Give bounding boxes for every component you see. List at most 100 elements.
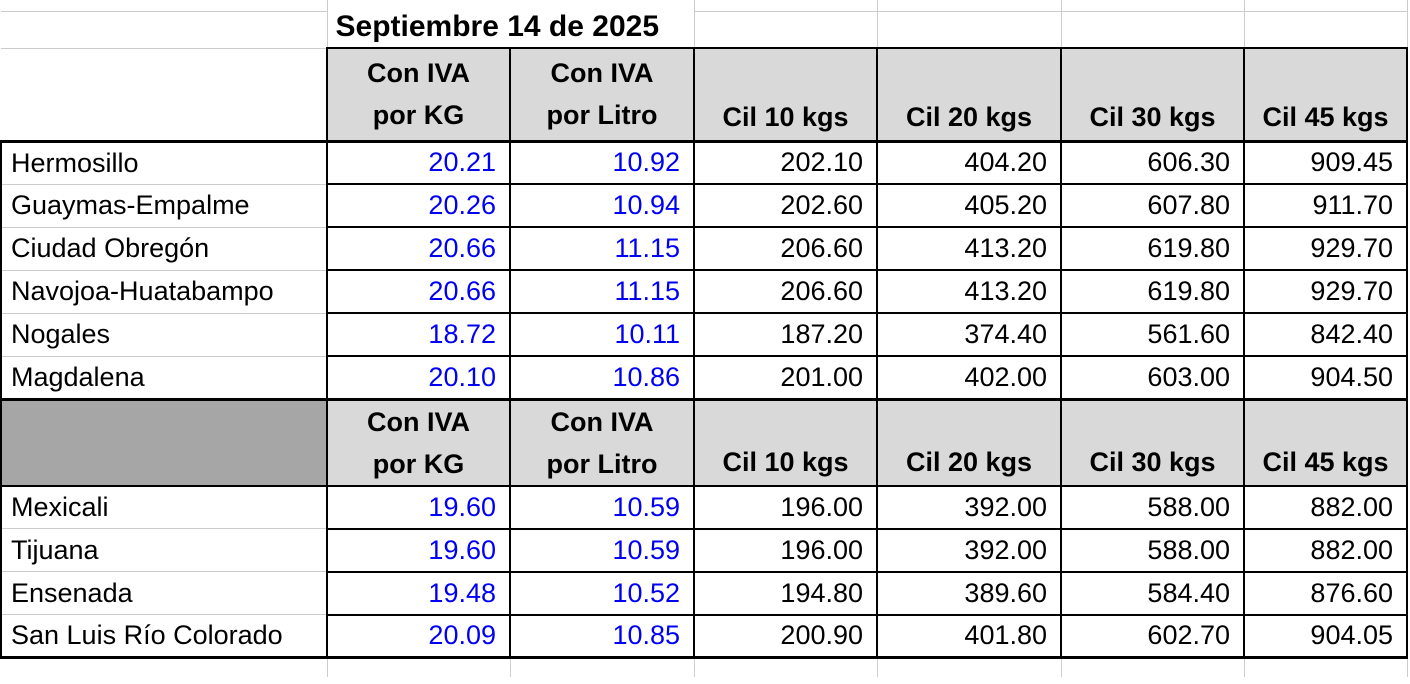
cell-iva-litro[interactable]: 10.92	[508, 140, 696, 185]
cell-cil-20[interactable]: 413.20	[876, 269, 1063, 314]
cell-cil-20[interactable]: 402.00	[876, 355, 1063, 400]
cell-iva-kg[interactable]: 20.10	[326, 355, 511, 400]
header-cil-20[interactable]: Cil 20 kgs	[876, 397, 1063, 487]
header-line: por KG	[372, 100, 465, 131]
cell-cil-20[interactable]: 401.80	[876, 613, 1063, 659]
cell-cil-30[interactable]: 606.30	[1060, 140, 1246, 185]
header-cil-10[interactable]: Cil 10 kgs	[693, 397, 879, 487]
cell-cil-10[interactable]: 200.90	[693, 613, 879, 659]
table-row-navojoa-huatabampo: Navojoa-Huatabampo 20.66 11.15 206.60 41…	[0, 269, 1409, 314]
cell-cil-30[interactable]: 607.80	[1060, 183, 1246, 228]
header-cil-45[interactable]: Cil 45 kgs	[1243, 47, 1409, 143]
cell-cil-10[interactable]: 206.60	[693, 226, 879, 271]
cell-iva-kg[interactable]: 19.60	[326, 484, 511, 530]
header-line: por Litro	[546, 448, 658, 479]
empty-cell	[1, 11, 328, 49]
cell-cil-45[interactable]: 876.60	[1243, 570, 1409, 616]
cell-cil-45[interactable]: 911.70	[1243, 183, 1409, 228]
cell-iva-kg[interactable]: 20.09	[326, 613, 511, 659]
cell-iva-kg[interactable]: 20.66	[326, 269, 511, 314]
cell-cil-10[interactable]: 194.80	[693, 570, 879, 616]
header-con-iva-kg[interactable]: Con IVA por KG	[326, 397, 511, 487]
cell-city[interactable]: San Luis Río Colorado	[0, 614, 328, 659]
empty-cell	[1, 0, 328, 12]
cell-cil-10[interactable]: 187.20	[693, 312, 879, 357]
cell-cil-10[interactable]: 201.00	[693, 355, 879, 400]
header-cil-30[interactable]: Cil 30 kgs	[1060, 47, 1246, 143]
cell-cil-20[interactable]: 374.40	[876, 312, 1063, 357]
cell-iva-kg[interactable]: 20.66	[326, 226, 511, 271]
header-cil-45[interactable]: Cil 45 kgs	[1243, 397, 1409, 487]
cell-cil-10[interactable]: 202.10	[693, 140, 879, 185]
cell-iva-kg[interactable]: 19.48	[326, 570, 511, 616]
cell-iva-kg[interactable]: 18.72	[326, 312, 511, 357]
header-con-iva-kg[interactable]: Con IVA por KG	[326, 47, 511, 143]
table-row-magdalena: Magdalena 20.10 10.86 201.00 402.00 603.…	[0, 355, 1409, 400]
cell-iva-litro[interactable]: 10.86	[508, 355, 696, 400]
empty-cell	[1, 657, 328, 677]
cell-cil-45[interactable]: 842.40	[1243, 312, 1409, 357]
header-line: Con IVA	[367, 58, 470, 89]
cell-cil-10[interactable]: 196.00	[693, 484, 879, 530]
cell-cil-45[interactable]: 904.50	[1243, 355, 1409, 400]
cell-cil-45[interactable]: 904.05	[1243, 613, 1409, 659]
cell-cil-20[interactable]: 405.20	[876, 183, 1063, 228]
cell-iva-litro[interactable]: 10.11	[508, 312, 696, 357]
cell-city[interactable]: Ciudad Obregón	[0, 227, 328, 271]
cell-iva-litro[interactable]: 11.15	[508, 269, 696, 314]
cell-cil-10[interactable]: 196.00	[693, 527, 879, 573]
cell-cil-30[interactable]: 588.00	[1060, 484, 1246, 530]
cell-cil-30[interactable]: 561.60	[1060, 312, 1246, 357]
cell-iva-kg[interactable]: 20.21	[326, 140, 511, 185]
header-con-iva-litro[interactable]: Con IVA por Litro	[508, 397, 696, 487]
cell-iva-kg[interactable]: 20.26	[326, 183, 511, 228]
table-row-tijuana: Tijuana 19.60 10.59 196.00 392.00 588.00…	[0, 527, 1409, 573]
cell-date-title[interactable]: Septiembre 14 de 2025	[326, 0, 695, 48]
cell-iva-litro[interactable]: 10.94	[508, 183, 696, 228]
cell-iva-kg[interactable]: 19.60	[326, 527, 511, 573]
cell-iva-litro[interactable]: 11.15	[508, 226, 696, 271]
cell-city[interactable]: Nogales	[0, 313, 328, 357]
cell-city[interactable]: Guaymas-Empalme	[0, 184, 328, 228]
table-row-hermosillo: Hermosillo 20.21 10.92 202.10 404.20 606…	[0, 140, 1409, 185]
cell-city[interactable]: Mexicali	[0, 485, 328, 529]
cell-cil-30[interactable]: 584.40	[1060, 570, 1246, 616]
cell-iva-litro[interactable]: 10.59	[508, 484, 696, 530]
cell-iva-litro[interactable]: 10.59	[508, 527, 696, 573]
header-cil-20[interactable]: Cil 20 kgs	[876, 47, 1063, 143]
cell-iva-litro[interactable]: 10.85	[508, 613, 696, 659]
table-row-mexicali: Mexicali 19.60 10.59 196.00 392.00 588.0…	[0, 484, 1409, 530]
cell-city[interactable]: Navojoa-Huatabampo	[0, 270, 328, 314]
header-line: Con IVA	[367, 406, 470, 437]
header-con-iva-litro[interactable]: Con IVA por Litro	[508, 47, 696, 143]
cell-city[interactable]: Hermosillo	[0, 141, 328, 185]
cell-city[interactable]: Magdalena	[0, 356, 328, 400]
cell-cil-30[interactable]: 602.70	[1060, 613, 1246, 659]
cell-cil-10[interactable]: 202.60	[693, 183, 879, 228]
cell-cil-45[interactable]: 929.70	[1243, 226, 1409, 271]
cell-cil-10[interactable]: 206.60	[693, 269, 879, 314]
header-cil-10[interactable]: Cil 10 kgs	[693, 47, 879, 143]
header-cil-30[interactable]: Cil 30 kgs	[1060, 397, 1246, 487]
cell-cil-30[interactable]: 619.80	[1060, 226, 1246, 271]
cell-cil-45[interactable]: 882.00	[1243, 484, 1409, 530]
cell-cil-20[interactable]: 392.00	[876, 527, 1063, 573]
cell-cil-45[interactable]: 929.70	[1243, 269, 1409, 314]
header-line: Con IVA	[550, 406, 654, 437]
cell-city[interactable]: Tijuana	[0, 528, 328, 572]
cell-cil-20[interactable]: 392.00	[876, 484, 1063, 530]
cell-cil-30[interactable]: 588.00	[1060, 527, 1246, 573]
cell-cil-20[interactable]: 389.60	[876, 570, 1063, 616]
cell-iva-litro[interactable]: 10.52	[508, 570, 696, 616]
table-row-nogales: Nogales 18.72 10.11 187.20 374.40 561.60…	[0, 312, 1409, 357]
cell-city[interactable]: Ensenada	[0, 571, 328, 615]
empty-corner-cell	[1, 48, 327, 143]
cell-cil-30[interactable]: 603.00	[1060, 355, 1246, 400]
cell-cil-20[interactable]: 404.20	[876, 140, 1063, 185]
table-row-ciudad-obregon: Ciudad Obregón 20.66 11.15 206.60 413.20…	[0, 226, 1409, 271]
cell-cil-20[interactable]: 413.20	[876, 226, 1063, 271]
cell-cil-30[interactable]: 619.80	[1060, 269, 1246, 314]
cell-cil-45[interactable]: 909.45	[1243, 140, 1409, 185]
cell-cil-45[interactable]: 882.00	[1243, 527, 1409, 573]
